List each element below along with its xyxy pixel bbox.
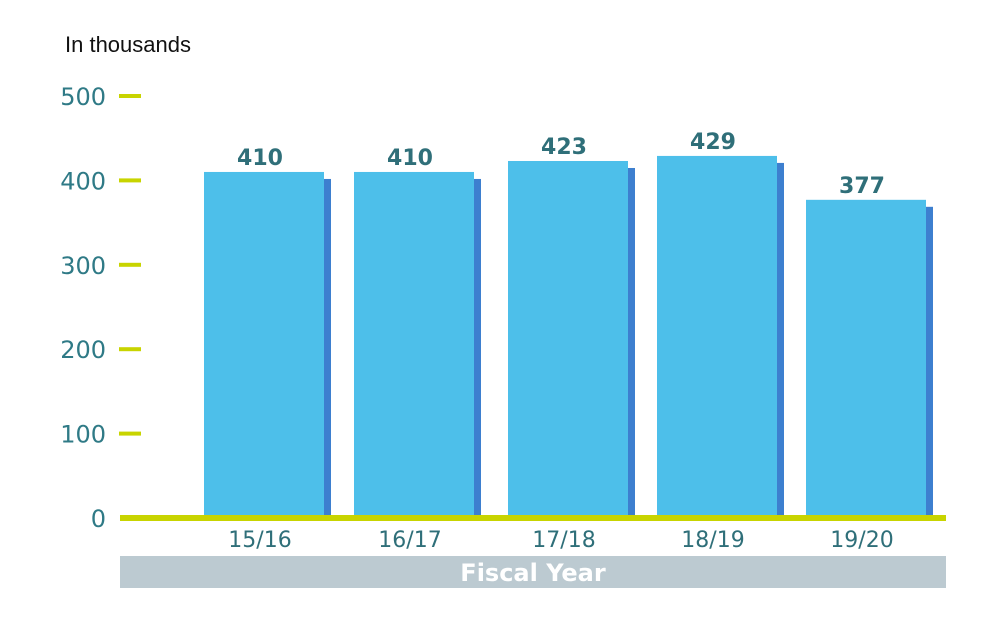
bar-15-16 bbox=[204, 171, 324, 518]
x-tick-label: 18/19 bbox=[681, 528, 744, 553]
data-label: 410 bbox=[237, 146, 283, 171]
y-tick-label: 100 bbox=[60, 421, 106, 449]
data-label: 410 bbox=[387, 146, 433, 171]
y-tick-mark bbox=[119, 431, 141, 436]
data-label: 423 bbox=[541, 135, 587, 160]
bar-shadow bbox=[324, 178, 331, 518]
unit-label: In thousands bbox=[65, 32, 191, 57]
x-axis: 15/16 16/17 17/18 18/19 19/20 bbox=[228, 528, 893, 553]
x-tick-label: 16/17 bbox=[378, 528, 441, 553]
bar-shadow bbox=[474, 178, 481, 518]
y-axis: 0 100 200 300 400 500 bbox=[60, 83, 141, 533]
y-tick-label: 200 bbox=[60, 336, 106, 364]
bars: 410 410 423 429 377 bbox=[204, 130, 933, 518]
bar-16-17 bbox=[354, 171, 474, 518]
x-axis-title: Fiscal Year bbox=[460, 559, 606, 587]
y-tick-mark bbox=[119, 178, 141, 183]
y-tick-mark bbox=[119, 94, 141, 98]
y-tick-mark bbox=[119, 262, 141, 267]
bar-17-18 bbox=[508, 160, 628, 518]
bar-19-20 bbox=[806, 199, 926, 518]
data-label: 377 bbox=[839, 174, 885, 199]
y-tick-label: 500 bbox=[60, 83, 106, 111]
bar-shadow bbox=[628, 167, 635, 518]
y-tick-label: 400 bbox=[60, 167, 106, 195]
data-label: 429 bbox=[690, 130, 736, 155]
bar-18-19 bbox=[657, 155, 777, 518]
y-tick-mark bbox=[119, 347, 141, 352]
y-tick-label: 0 bbox=[91, 505, 106, 533]
bar-shadow bbox=[777, 162, 784, 518]
x-tick-label: 19/20 bbox=[830, 528, 893, 553]
x-tick-label: 15/16 bbox=[228, 528, 291, 553]
x-axis-title-band bbox=[120, 556, 946, 588]
bar-shadow bbox=[926, 206, 933, 518]
x-tick-label: 17/18 bbox=[532, 528, 595, 553]
y-tick-label: 300 bbox=[60, 252, 106, 280]
